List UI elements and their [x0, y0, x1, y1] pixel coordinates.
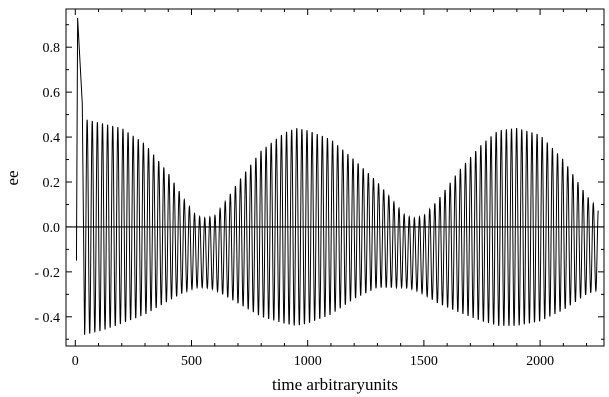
y-tick-label: 0.4 [43, 131, 61, 146]
y-tick-label: 0.0 [43, 221, 61, 236]
x-tick-label: 0 [72, 354, 79, 369]
series-line [75, 17, 599, 335]
x-tick-label: 1500 [410, 354, 438, 369]
y-tick-label: 0.2 [43, 176, 61, 191]
y-tick-label: 0.6 [43, 86, 61, 101]
x-axis-title: time arbitraryunits [272, 375, 398, 394]
y-tick-label: - 0.4 [34, 311, 60, 326]
y-tick-label: 0.8 [43, 41, 61, 56]
x-tick-label: 2000 [526, 354, 554, 369]
x-axis: 0 500 1000 1500 2000 [72, 9, 588, 369]
x-tick-label: 500 [181, 354, 202, 369]
y-tick-label: - 0.2 [34, 266, 60, 281]
y-axis: - 0.4 - 0.2 0.0 0.2 0.4 0.6 0.8 [34, 24, 604, 340]
y-axis-title: ee [3, 170, 22, 185]
x-tick-label: 1000 [294, 354, 322, 369]
plot-frame [65, 8, 605, 347]
